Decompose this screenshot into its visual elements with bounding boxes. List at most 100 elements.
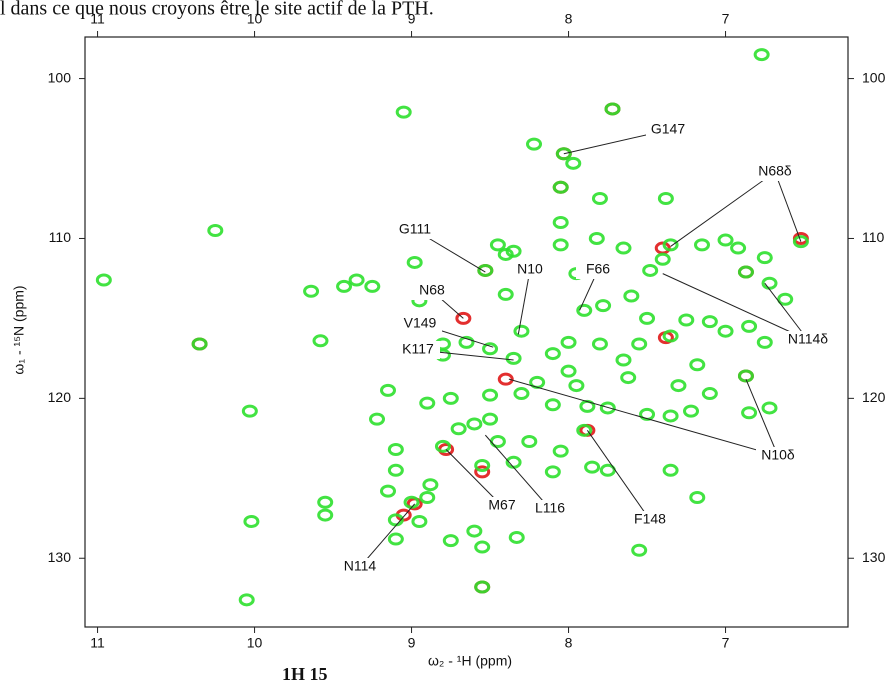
peak [792,235,809,249]
peak [241,404,258,418]
peak [364,279,381,293]
label-bg [410,282,454,300]
leader-line [745,378,779,457]
peak [591,337,608,351]
peak [595,299,612,313]
annotation: N10δ [761,447,795,463]
peak [489,238,506,252]
peak [756,335,773,349]
peak [662,409,679,423]
peak [737,265,754,279]
peak [526,137,543,151]
label-bg [508,261,552,279]
caption: 1H 15 [282,664,328,684]
peak [508,530,525,544]
peak [588,231,605,245]
peak [615,353,632,367]
peak [513,387,530,401]
leader-line [586,430,651,521]
peak [497,287,514,301]
peak [777,292,794,306]
peak [238,593,255,607]
peak [756,251,773,265]
label-bg [396,341,440,359]
peak [568,379,585,393]
x-tick-label: 8 [565,11,573,27]
x-tick-label: 9 [408,11,416,27]
peak [631,543,648,557]
y-tick-label: 130 [862,549,886,565]
peak [642,263,659,277]
peak [497,372,514,386]
y-tick-label: 120 [862,389,886,405]
annotation: N114 [344,558,377,574]
peak [678,313,695,327]
peak [455,311,472,325]
x-axis-label: ω₂ - ¹H (ppm) [428,653,512,669]
peak [717,324,734,338]
peak [741,319,758,333]
y-tick-label: 100 [862,69,886,85]
leader-line [359,503,416,568]
label-bg [398,315,442,333]
peak [591,191,608,205]
peak [662,463,679,477]
peak [369,412,386,426]
label-bg [753,163,797,181]
peak [701,387,718,401]
peak [552,444,569,458]
peak [474,540,491,554]
y-tick-label: 130 [48,549,72,565]
annotation: N68δ [758,163,792,179]
peak [761,276,778,290]
peak [406,255,423,269]
peak [395,105,412,119]
peak [576,303,593,317]
annotation: K117 [402,341,434,357]
peak [623,289,640,303]
leader-line [517,269,531,335]
peak [312,334,329,348]
peak [689,358,706,372]
label-bg [528,500,572,518]
peak [737,369,754,383]
peak [380,484,397,498]
peak [615,241,632,255]
peak [584,460,601,474]
peak [497,247,514,261]
peak [560,364,577,378]
peak [411,514,428,528]
peak [505,244,522,258]
peak [683,404,700,418]
label-bg [628,511,672,529]
x-tick-label: 9 [408,635,416,651]
x-tick-label: 10 [247,635,263,651]
annotation: N114δ [788,331,828,347]
peak [442,534,459,548]
peak [565,156,582,170]
peak [662,238,679,252]
peak [387,443,404,457]
plot-frame [84,36,849,628]
peak [521,435,538,449]
peak [95,273,112,287]
annotation: G147 [651,121,685,137]
label-bg [480,497,524,515]
peak [701,315,718,329]
peak [693,238,710,252]
peak [474,580,491,594]
peak [442,391,459,405]
peak [717,233,734,247]
peak [191,337,208,351]
peak [670,379,687,393]
peak [243,514,260,528]
peak [317,508,334,522]
y-axis-label: ω₁ - ¹⁵N (ppm) [11,285,27,374]
leader-line [445,449,503,507]
x-tick-label: 7 [722,11,730,27]
peak [474,459,491,473]
peak [466,417,483,431]
y-tick-label: 110 [862,229,885,245]
label-bg [338,558,382,576]
label-bg [646,121,690,139]
